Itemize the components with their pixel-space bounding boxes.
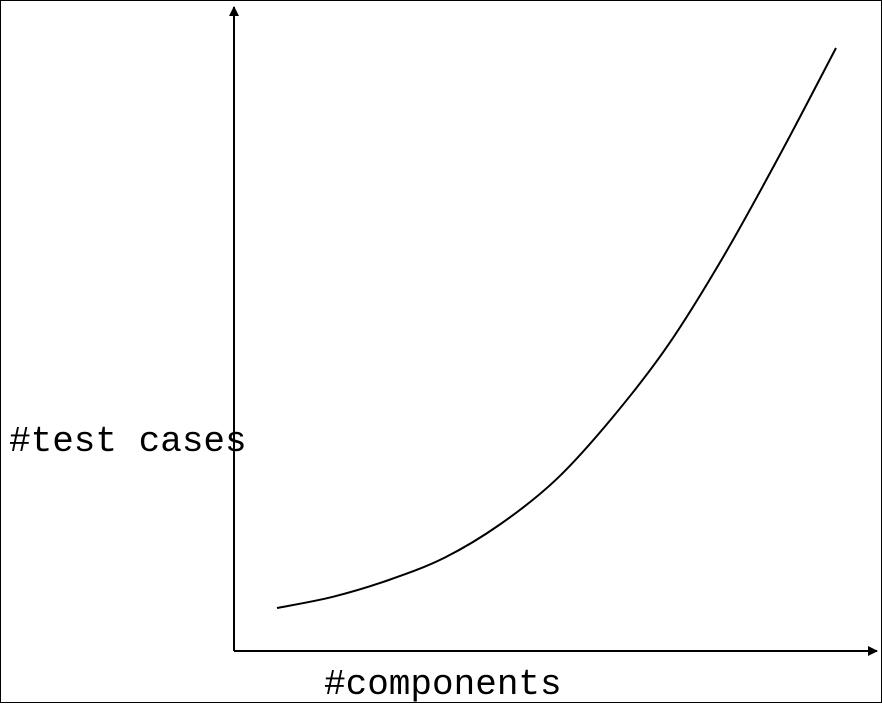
- series-line: [276, 47, 837, 609]
- x-axis-label: #components: [324, 664, 562, 704]
- y-axis-label: #test cases: [9, 421, 247, 462]
